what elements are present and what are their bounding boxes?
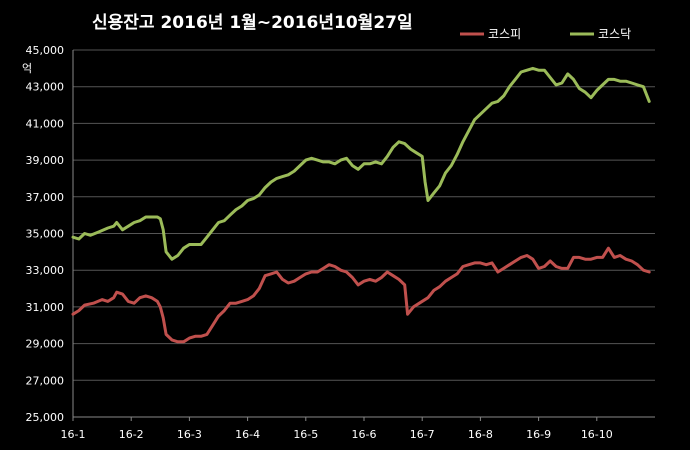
x-tick-label: 16-9	[526, 428, 551, 441]
y-tick-label: 45,000	[26, 44, 65, 57]
x-tick-label: 16-5	[293, 428, 318, 441]
x-axis-ticks: 16-1 16-2 16-3 16-4 16-5 16-6 16-7 16-8 16-9 16-1…	[61, 417, 613, 441]
x-tick-label: 16-6	[352, 428, 377, 441]
y-tick-label: 39,000	[26, 154, 65, 167]
y-tick-label: 43,000	[26, 81, 65, 94]
series-line-2	[71, 66, 651, 261]
x-tick-label: 16-10	[581, 428, 613, 441]
y-tick-label: 41,000	[26, 117, 65, 130]
series-line-1	[71, 246, 651, 344]
legend-label: 코스피	[488, 27, 521, 41]
x-tick-label: 16-8	[468, 428, 493, 441]
y-axis-ticks: 25,000 27,000 29,000 31,000 33,000 35,000 37,0…	[26, 44, 65, 424]
y-tick-label: 25,000	[26, 411, 65, 424]
x-tick-label: 16-3	[177, 428, 202, 441]
y-tick-label: 37,000	[26, 191, 65, 204]
gridlines	[73, 49, 655, 418]
y-tick-label: 27,000	[26, 374, 65, 387]
chart-title: 신용잔고 2016년 1월~2016년10월27일	[92, 13, 413, 33]
legend: 코스피 코스닥	[460, 27, 631, 41]
x-tick-label: 16-4	[235, 428, 260, 441]
x-tick-label: 16-2	[119, 428, 144, 441]
y-tick-label: 33,000	[26, 264, 65, 277]
y-axis-label: 억	[22, 62, 32, 75]
y-tick-label: 29,000	[26, 338, 65, 351]
x-tick-label: 16-7	[410, 428, 435, 441]
x-tick-label: 16-1	[61, 428, 86, 441]
y-tick-label: 31,000	[26, 301, 65, 314]
legend-label: 코스닥	[598, 27, 631, 41]
y-tick-label: 35,000	[26, 228, 65, 241]
series-lines	[71, 66, 651, 344]
